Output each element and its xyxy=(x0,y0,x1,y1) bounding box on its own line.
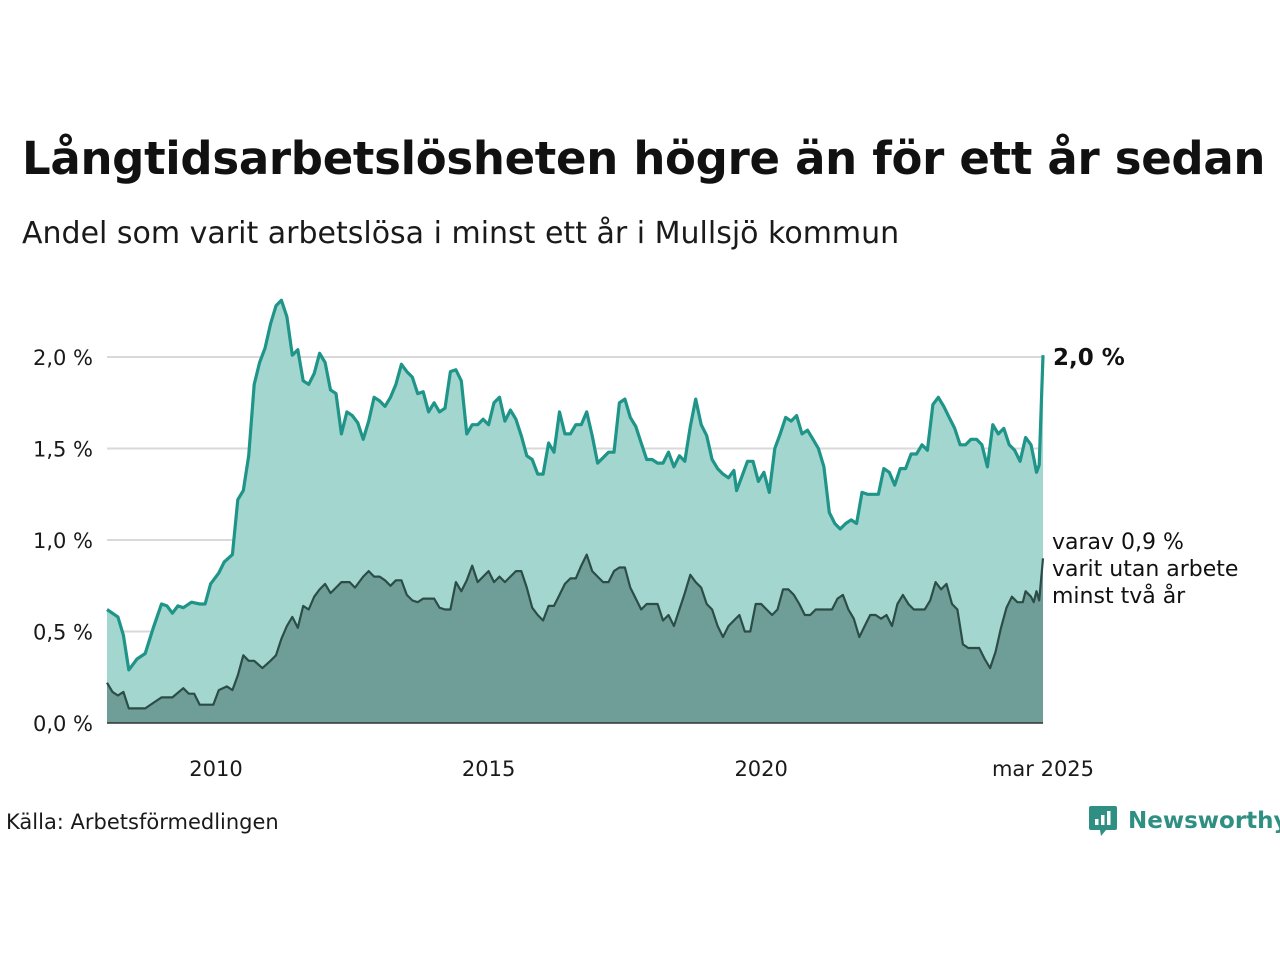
end-label-one-year: 2,0 % xyxy=(1053,345,1125,371)
end-label-line: varit utan arbete xyxy=(1052,557,1238,582)
x-tick-label: 2015 xyxy=(462,757,515,781)
y-axis: 0,0 % 0,5 % 1,0 % 1,5 % 2,0 % xyxy=(33,346,93,736)
y-tick-label: 1,0 % xyxy=(33,529,93,553)
end-label-line: varav 0,9 % xyxy=(1052,530,1184,555)
brand-name: Newsworthy xyxy=(1128,808,1280,834)
x-tick-label: 2010 xyxy=(189,757,242,781)
brand-logo: Newsworthy xyxy=(1088,804,1280,838)
chart-subtitle: Andel som varit arbetslösa i minst ett å… xyxy=(22,216,900,251)
series-area-two-year xyxy=(107,554,1043,723)
source-note: Källa: Arbetsförmedlingen xyxy=(6,810,279,834)
y-tick-label: 0,0 % xyxy=(33,712,93,736)
newsworthy-logo-icon xyxy=(1089,806,1117,836)
x-tick-label: mar 2025 xyxy=(992,757,1094,781)
y-tick-label: 0,5 % xyxy=(33,621,93,645)
x-tick-label: 2020 xyxy=(734,757,787,781)
end-label-two-year: varav 0,9 % varit utan arbete minst två år xyxy=(1052,530,1238,609)
series-line-two-year xyxy=(106,553,1045,710)
chart-title: Långtidsarbetslösheten högre än för ett … xyxy=(22,132,1266,185)
x-axis: 2010 2015 2020 mar 2025 xyxy=(189,757,1094,781)
y-tick-label: 2,0 % xyxy=(33,346,93,370)
y-tick-label: 1,5 % xyxy=(33,438,93,462)
end-label-line: minst två år xyxy=(1052,583,1186,609)
series-line-one-year xyxy=(106,298,1045,672)
